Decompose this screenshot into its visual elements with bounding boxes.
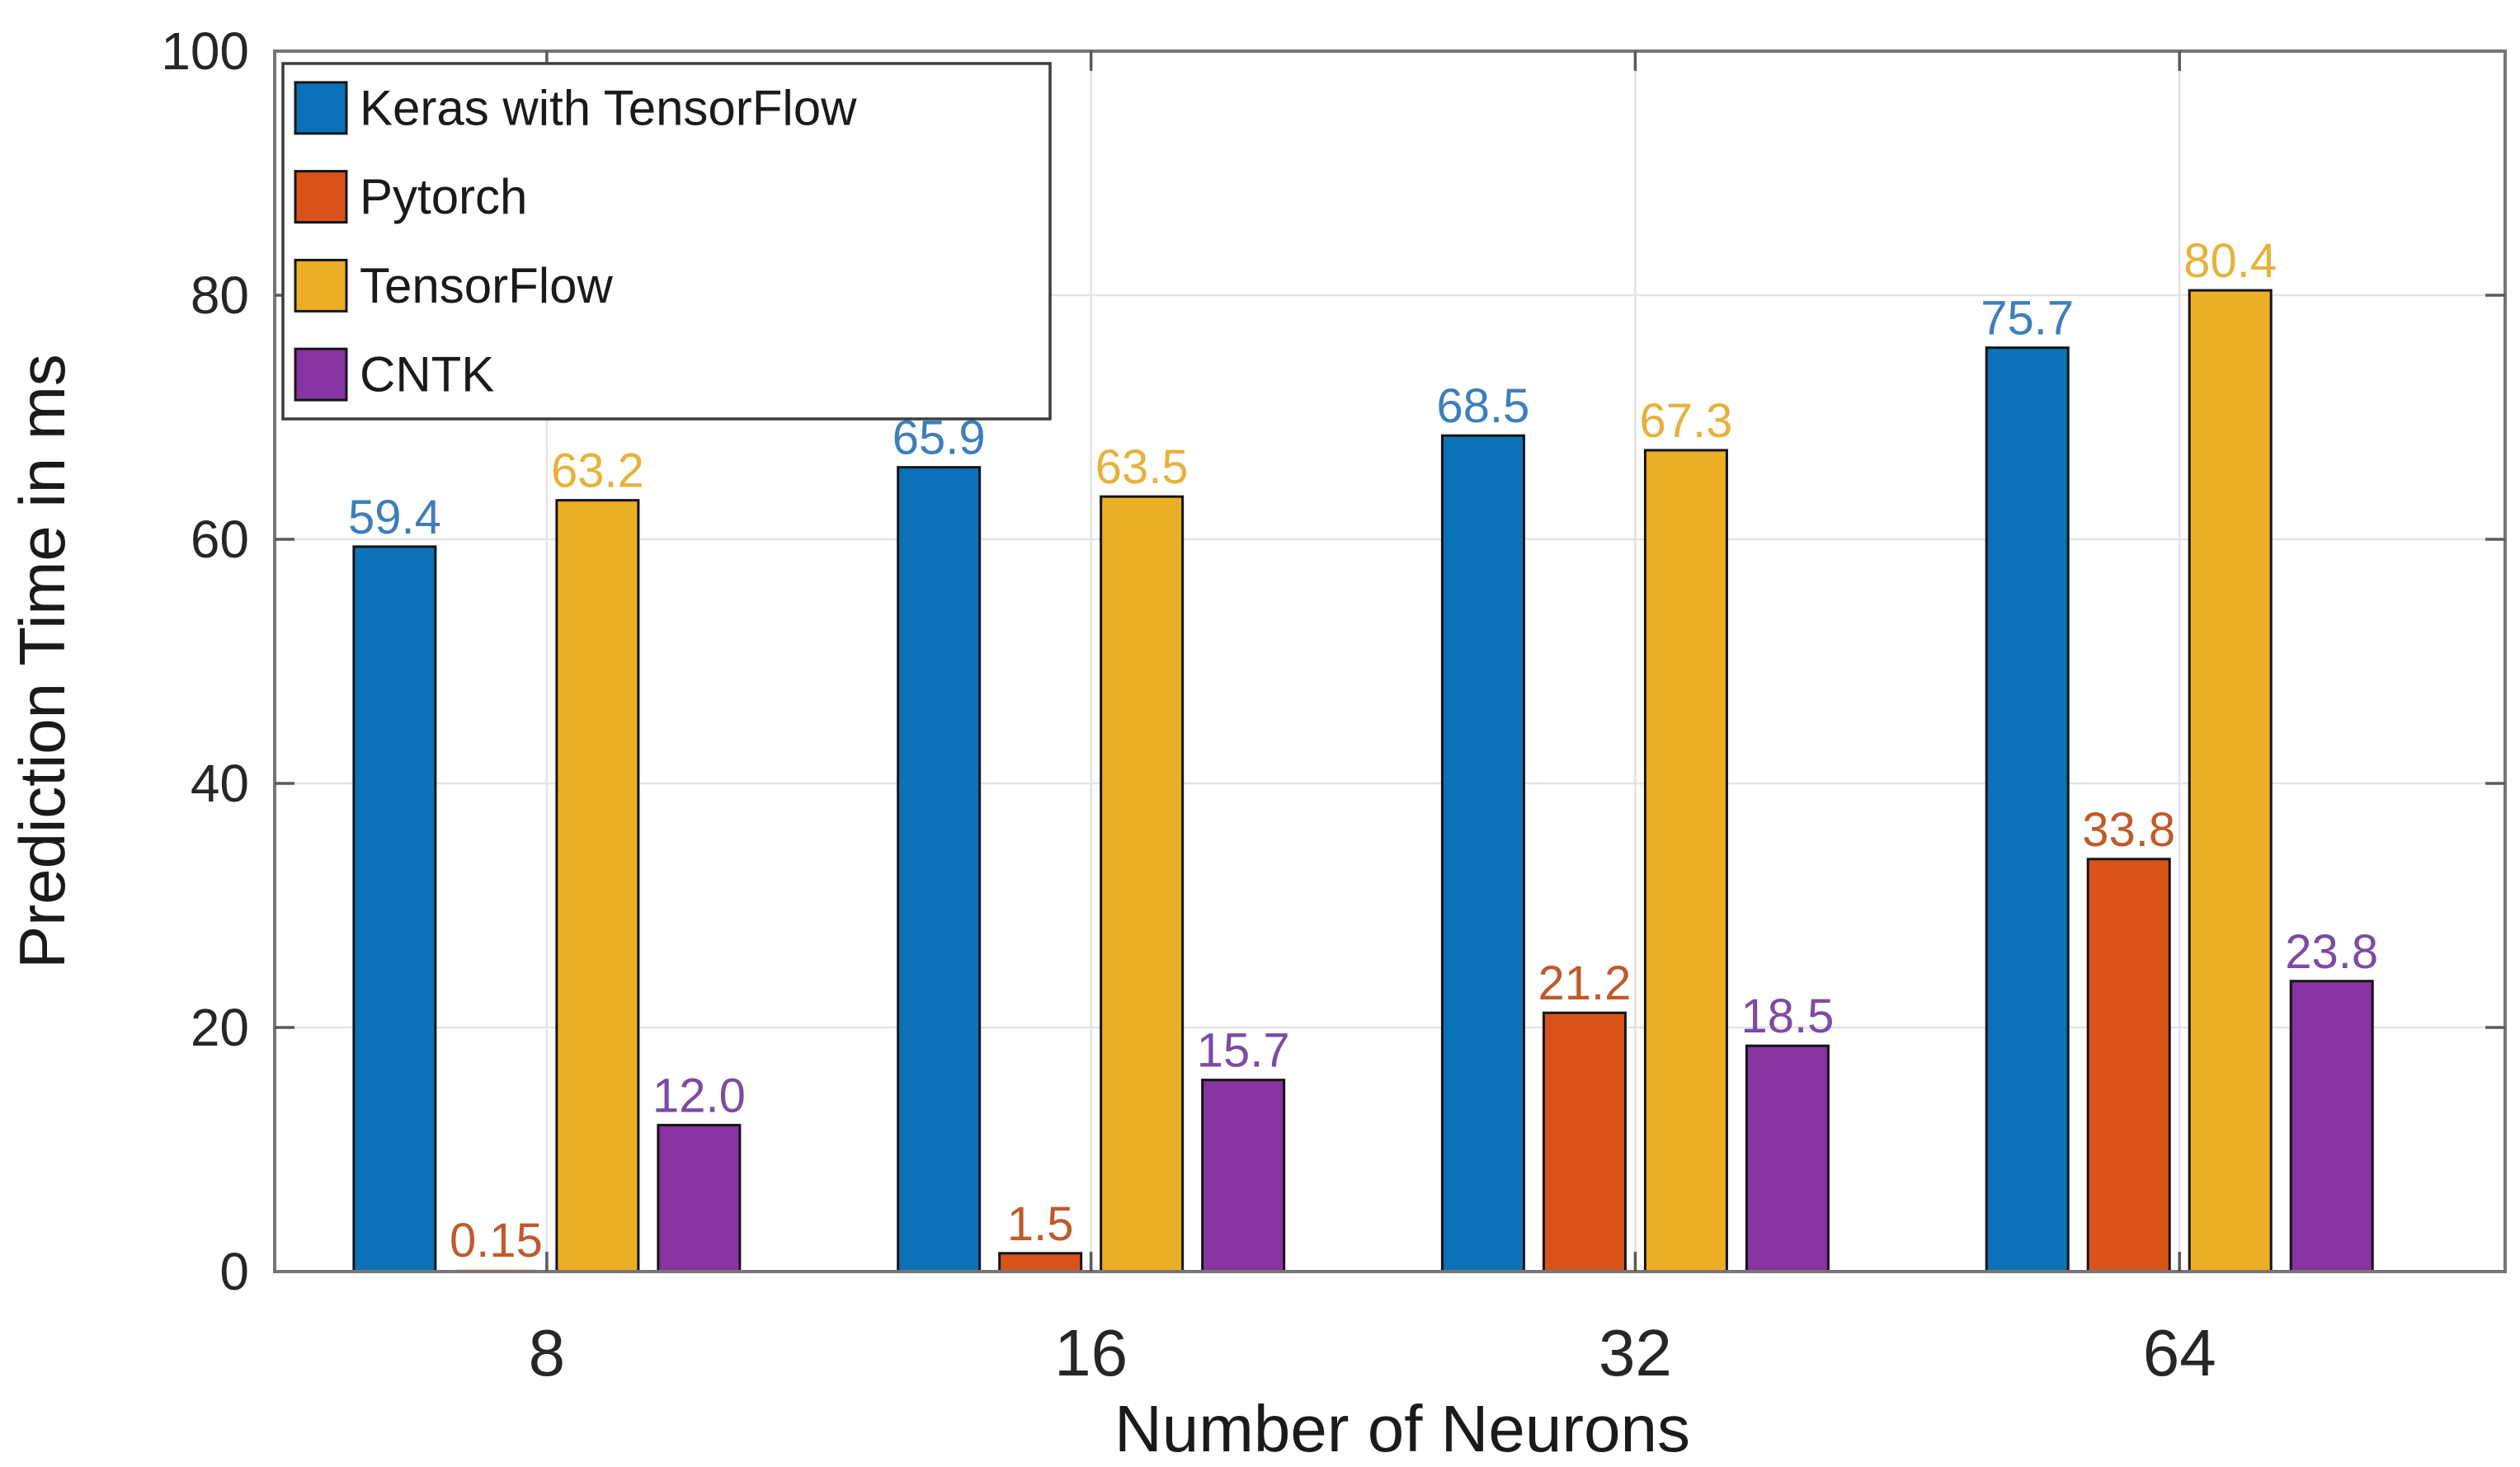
legend-label-cntk: CNTK bbox=[360, 347, 494, 402]
value-label-tensorflow-16: 63.5 bbox=[1095, 440, 1189, 494]
value-label-cntk-32: 18.5 bbox=[1740, 990, 1834, 1043]
bar-cntk-16 bbox=[1201, 1079, 1286, 1273]
tick-labels: 0 20 40 60 80 100 8 16 32 64 bbox=[161, 21, 2216, 1389]
bar-pytorch-32 bbox=[1542, 1011, 1627, 1273]
value-label-pytorch-32: 21.2 bbox=[1538, 957, 1631, 1010]
axes-box bbox=[273, 49, 2507, 1273]
y-tick-label-100: 100 bbox=[161, 21, 249, 81]
value-label-cntk-16: 15.7 bbox=[1197, 1024, 1290, 1078]
value-label-pytorch-16: 1.5 bbox=[1007, 1197, 1074, 1251]
y-tick-label-20: 20 bbox=[191, 998, 249, 1057]
value-label-tensorflow-32: 67.3 bbox=[1639, 394, 1732, 448]
bar-keras-with-tensorflow-64 bbox=[1985, 346, 2070, 1273]
legend-swatch-pytorch bbox=[294, 170, 348, 224]
value-label-tensorflow-64: 80.4 bbox=[2183, 234, 2277, 288]
y-tick-label-40: 40 bbox=[191, 754, 249, 813]
legend-swatch-cntk bbox=[294, 347, 348, 402]
y-axis-label: Prediction Time in ms bbox=[6, 354, 78, 969]
y-tick-label-60: 60 bbox=[191, 510, 249, 569]
bar-tensorflow-64 bbox=[2188, 289, 2273, 1273]
bar-pytorch-16 bbox=[998, 1252, 1083, 1273]
bar-cntk-32 bbox=[1745, 1044, 1830, 1273]
x-tick-label-64: 64 bbox=[2143, 1316, 2216, 1389]
legend-label-pytorch: Pytorch bbox=[360, 169, 527, 224]
bar-cntk-64 bbox=[2289, 980, 2374, 1273]
legend-box bbox=[281, 62, 1052, 421]
value-label-keras-with-tensorflow-64: 75.7 bbox=[1981, 292, 2074, 346]
bars bbox=[352, 289, 2374, 1273]
legend-label-keras-with-tensorflow: Keras with TensorFlow bbox=[360, 80, 857, 135]
bar-keras-with-tensorflow-8 bbox=[352, 545, 437, 1273]
bar-tensorflow-32 bbox=[1643, 449, 1728, 1273]
y-tick-label-0: 0 bbox=[219, 1242, 249, 1301]
value-label-keras-with-tensorflow-32: 68.5 bbox=[1436, 379, 1529, 433]
value-label-keras-with-tensorflow-8: 59.4 bbox=[348, 491, 441, 544]
bar-keras-with-tensorflow-16 bbox=[897, 466, 982, 1273]
legend: Keras with TensorFlow Pytorch TensorFlow CN… bbox=[281, 62, 1052, 421]
x-tick-label-32: 32 bbox=[1599, 1316, 1672, 1389]
value-label-tensorflow-8: 63.2 bbox=[551, 444, 644, 498]
value-label-pytorch-64: 33.8 bbox=[2082, 803, 2175, 857]
value-label-pytorch-8: 0.15 bbox=[450, 1214, 543, 1267]
legend-label-tensorflow: TensorFlow bbox=[360, 258, 613, 313]
bar-tensorflow-8 bbox=[555, 499, 640, 1273]
y-tick-label-80: 80 bbox=[191, 266, 249, 325]
bar-pytorch-64 bbox=[2086, 858, 2171, 1273]
value-label-cntk-8: 12.0 bbox=[652, 1069, 746, 1122]
legend-swatch-tensorflow bbox=[294, 258, 348, 313]
x-tick-label-8: 8 bbox=[529, 1316, 566, 1389]
axes-border bbox=[273, 49, 2507, 1273]
x-axis-label: Number of Neurons bbox=[1114, 1392, 1690, 1465]
value-label-cntk-64: 23.8 bbox=[2285, 925, 2378, 979]
bar-keras-with-tensorflow-32 bbox=[1440, 434, 1525, 1273]
x-tick-label-16: 16 bbox=[1054, 1316, 1128, 1389]
bar-tensorflow-16 bbox=[1100, 495, 1185, 1273]
bar-cntk-8 bbox=[657, 1123, 742, 1273]
legend-swatch-keras-with-tensorflow bbox=[294, 81, 348, 135]
